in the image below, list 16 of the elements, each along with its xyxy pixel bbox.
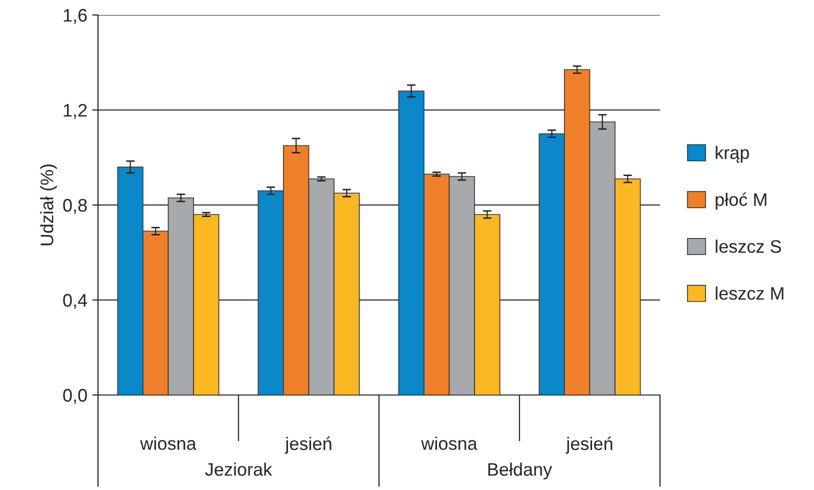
x-tick-label: wiosna bbox=[421, 436, 478, 450]
x-tick-label: jesień bbox=[284, 436, 332, 454]
x-tick-label: wiosna bbox=[140, 436, 196, 450]
text: Jeziorak bbox=[205, 462, 272, 476]
y-axis-title: Udział (%) bbox=[40, 164, 57, 246]
y-tick-label: 1,6 bbox=[64, 8, 87, 24]
y-tick-label: 1,2 bbox=[64, 104, 87, 119]
legend-label: leszcz M bbox=[716, 286, 784, 300]
legend-label: krąp bbox=[716, 146, 749, 163]
y-tick-label: 0,8 bbox=[63, 198, 87, 214]
legend-label: płoć M bbox=[716, 192, 766, 210]
y-tick-label: 0,4 bbox=[63, 294, 88, 309]
y-tick-label: 0,0 bbox=[63, 388, 87, 404]
legend-label: leszcz S bbox=[716, 240, 781, 253]
text: Bełdany bbox=[488, 462, 552, 480]
x-tick-label: jesień bbox=[566, 436, 612, 454]
